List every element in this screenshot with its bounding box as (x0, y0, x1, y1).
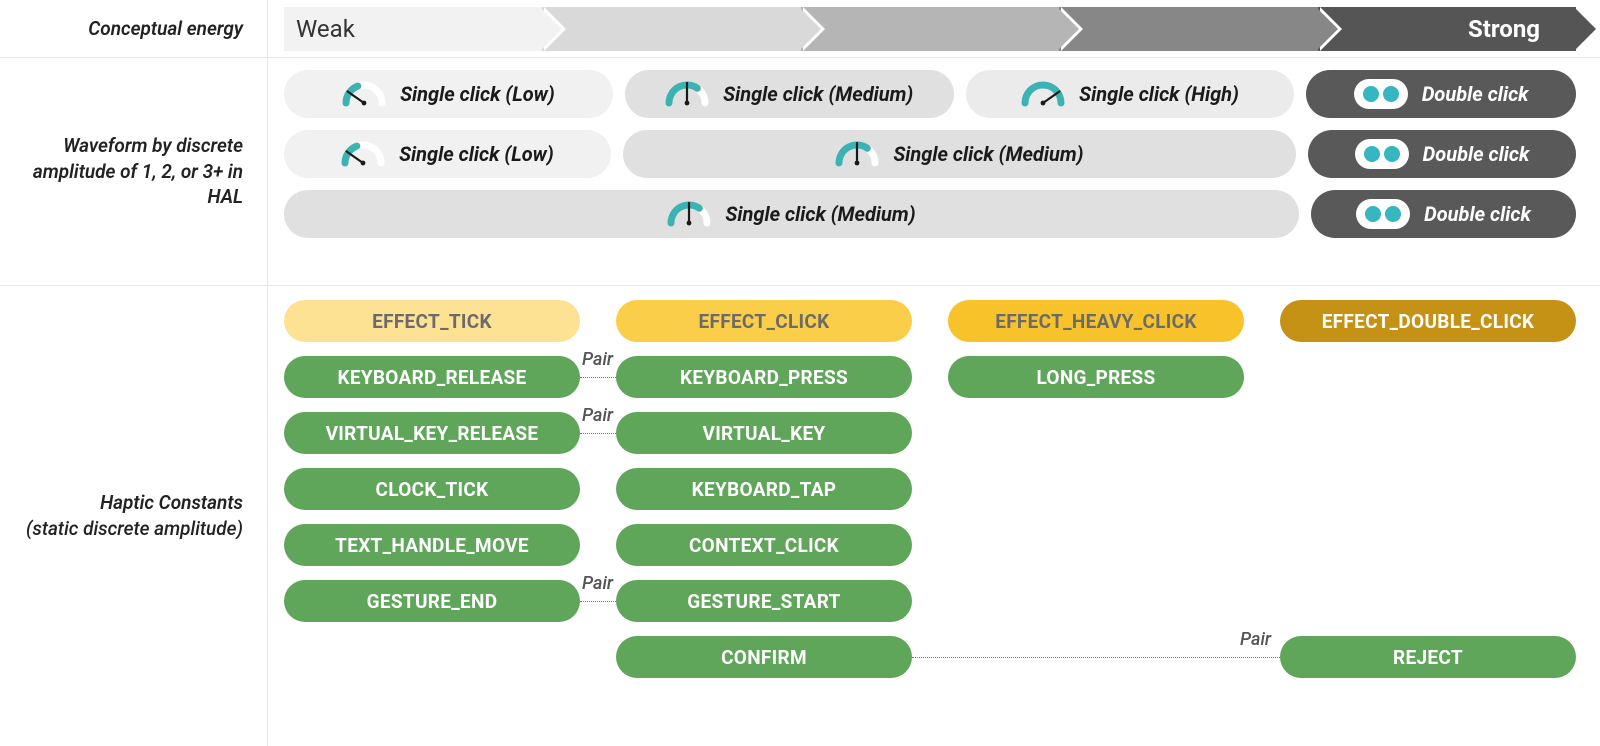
haptic-pill: TEXT_HANDLE_MOVE (284, 524, 580, 566)
haptic-pill: CONTEXT_CLICK (616, 524, 912, 566)
haptic-pill: KEYBOARD_PRESS (616, 356, 912, 398)
haptic-pill: GESTURE_END (284, 580, 580, 622)
pair-label: Pair (582, 405, 613, 426)
effect-pill: EFFECT_CLICK (616, 300, 912, 342)
haptic-pill: CLOCK_TICK (284, 468, 580, 510)
double-click-icon (1355, 139, 1409, 169)
energy-bar: Weak Strong (268, 0, 1600, 58)
double-click-icon (1356, 199, 1410, 229)
gauge-icon (667, 199, 711, 229)
pair-connector (580, 601, 616, 602)
waveform-pill: Single click (Medium) (625, 70, 954, 118)
pair-label: Pair (582, 573, 613, 594)
haptic-pill: VIRTUAL_KEY (616, 412, 912, 454)
energy-segment: Weak (284, 7, 542, 51)
constants-column: EFFECT_HEAVY_CLICK LONG_PRESS (948, 300, 1244, 692)
waveform-pill-label: Single click (Medium) (725, 202, 915, 226)
haptic-pill: REJECT (1280, 636, 1576, 678)
haptic-constants-title: Haptic Constants (26, 490, 243, 516)
energy-weak-label: Weak (284, 15, 355, 43)
effect-pill: EFFECT_TICK (284, 300, 580, 342)
haptic-pill: CONFIRM (616, 636, 912, 678)
waveform-pill: Double click (1311, 190, 1576, 238)
waveform-pill-label: Single click (Low) (399, 142, 554, 166)
waveform-pill: Double click (1306, 70, 1576, 118)
energy-strong-label: Strong (1468, 15, 1576, 43)
constants-column: EFFECT_TICK KEYBOARD_RELEASE VIRTUAL_KEY_R… (284, 300, 580, 692)
haptic-pill: GESTURE_START (616, 580, 912, 622)
haptic-constants-sub: (static discrete amplitude) (26, 516, 243, 542)
double-click-icon (1354, 79, 1408, 109)
haptic-pill: VIRTUAL_KEY_RELEASE (284, 412, 580, 454)
effect-pill: EFFECT_HEAVY_CLICK (948, 300, 1244, 342)
waveform-pill-label: Double click (1423, 142, 1530, 166)
pair-label: Pair (582, 349, 613, 370)
constants-area: EFFECT_TICK KEYBOARD_RELEASE VIRTUAL_KEY_R… (268, 286, 1600, 746)
waveform-pill: Single click (Low) (284, 130, 611, 178)
energy-segment (1059, 7, 1317, 51)
waveform-pill-label: Single click (Low) (400, 82, 555, 106)
pair-label: Pair (1240, 629, 1271, 650)
gauge-icon (665, 79, 709, 109)
haptic-pill: KEYBOARD_TAP (616, 468, 912, 510)
waveform-pill: Single click (Low) (284, 70, 613, 118)
label-waveform: Waveform by discrete amplitude of 1, 2, … (0, 58, 268, 286)
gauge-icon (341, 139, 385, 169)
pair-connector (580, 377, 616, 378)
effect-pill: EFFECT_DOUBLE_CLICK (1280, 300, 1576, 342)
gauge-icon (1021, 79, 1065, 109)
energy-segment (542, 7, 800, 51)
waveform-area: Single click (Low) Single click (Medium)… (268, 58, 1600, 286)
waveform-pill-label: Single click (Medium) (723, 82, 913, 106)
constants-column: EFFECT_CLICK KEYBOARD_PRESS VIRTUAL_KEY KEY… (616, 300, 912, 692)
waveform-pill: Single click (Medium) (623, 130, 1296, 178)
energy-segment: Strong (1318, 7, 1576, 51)
haptic-pill: LONG_PRESS (948, 356, 1244, 398)
energy-segment (801, 7, 1059, 51)
haptic-pill: KEYBOARD_RELEASE (284, 356, 580, 398)
waveform-pill: Single click (High) (966, 70, 1295, 118)
gauge-icon (342, 79, 386, 109)
label-conceptual-energy: Conceptual energy (0, 0, 268, 58)
label-haptic-constants: Haptic Constants (static discrete amplit… (0, 286, 268, 746)
waveform-pill-label: Double click (1424, 202, 1531, 226)
waveform-pill-label: Double click (1422, 82, 1529, 106)
waveform-pill: Double click (1308, 130, 1576, 178)
gauge-icon (835, 139, 879, 169)
waveform-pill: Single click (Medium) (284, 190, 1299, 238)
constants-column: EFFECT_DOUBLE_CLICK REJECT (1280, 300, 1576, 692)
pair-connector (580, 433, 616, 434)
waveform-pill-label: Single click (High) (1079, 82, 1239, 106)
pair-connector (912, 657, 1280, 658)
waveform-pill-label: Single click (Medium) (893, 142, 1083, 166)
